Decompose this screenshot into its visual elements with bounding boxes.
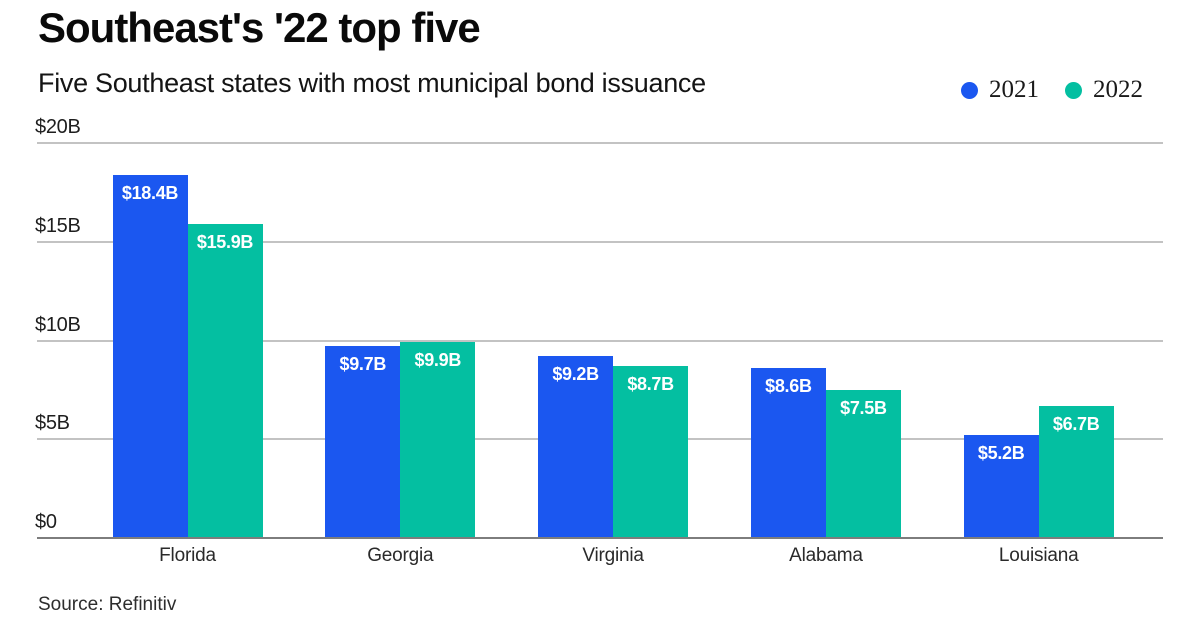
bar-value-label-2021-georgia: $9.7B <box>339 354 387 375</box>
legend-dot-2021 <box>961 81 978 99</box>
y-axis-tick-label: $5B <box>35 412 70 435</box>
x-axis-line <box>37 537 1163 539</box>
x-axis-label-alabama: Alabama <box>789 545 863 566</box>
x-axis-label-florida: Florida <box>159 545 216 566</box>
bar-2021-louisiana <box>963 435 1039 538</box>
x-axis-label-georgia: Georgia <box>367 545 434 566</box>
bar-2022-florida <box>187 223 263 538</box>
legend: 2021 2022 <box>961 76 1143 104</box>
bar-2021-florida <box>112 174 188 538</box>
bar-value-label-2021-florida: $18.4B <box>121 182 179 203</box>
legend-item-2021: 2021 <box>961 76 1039 104</box>
bar-2021-virginia <box>538 356 614 538</box>
chart-title: Southeast's '22 top five <box>38 4 481 51</box>
bar-2022-georgia <box>400 342 476 538</box>
gridline <box>37 339 1163 342</box>
x-axis-label-virginia: Virginia <box>582 545 644 566</box>
legend-item-2022: 2022 <box>1065 76 1143 104</box>
bar-value-label-2022-florida: $15.9B <box>196 231 254 252</box>
bar-value-label-2021-alabama: $8.6B <box>765 376 812 397</box>
bar-value-label-2022-virginia: $8.7B <box>627 374 674 395</box>
bar-2022-virginia <box>613 366 689 538</box>
gridline <box>37 240 1163 243</box>
bar-2022-alabama <box>825 389 901 538</box>
bar-value-label-2022-louisiana: $6.7B <box>1052 413 1100 434</box>
y-axis-tick-label: $15B <box>35 214 81 237</box>
bar-value-label-2021-virginia: $9.2B <box>552 364 599 385</box>
y-axis-tick-label: $20B <box>35 116 81 138</box>
bar-value-label-2022-alabama: $7.5B <box>840 397 887 418</box>
chart-subtitle: Five Southeast states with most municipa… <box>38 68 706 98</box>
legend-label-2022: 2022 <box>1093 76 1143 103</box>
bar-2021-georgia <box>325 346 401 538</box>
legend-dot-2022 <box>1065 81 1082 99</box>
y-axis-tick-label: $10B <box>35 313 81 336</box>
bar-value-label-2021-louisiana: $5.2B <box>977 443 1025 464</box>
bar-2021-alabama <box>750 368 826 538</box>
y-axis-tick-label: $0 <box>35 511 57 533</box>
gridline <box>37 142 1163 144</box>
bar-value-label-2022-georgia: $9.9B <box>414 350 462 371</box>
bar-2022-louisiana <box>1038 405 1114 538</box>
legend-label-2021: 2021 <box>989 76 1039 103</box>
source-note: Source: Refinitiv <box>38 594 177 615</box>
x-axis-label-louisiana: Louisiana <box>998 545 1079 566</box>
